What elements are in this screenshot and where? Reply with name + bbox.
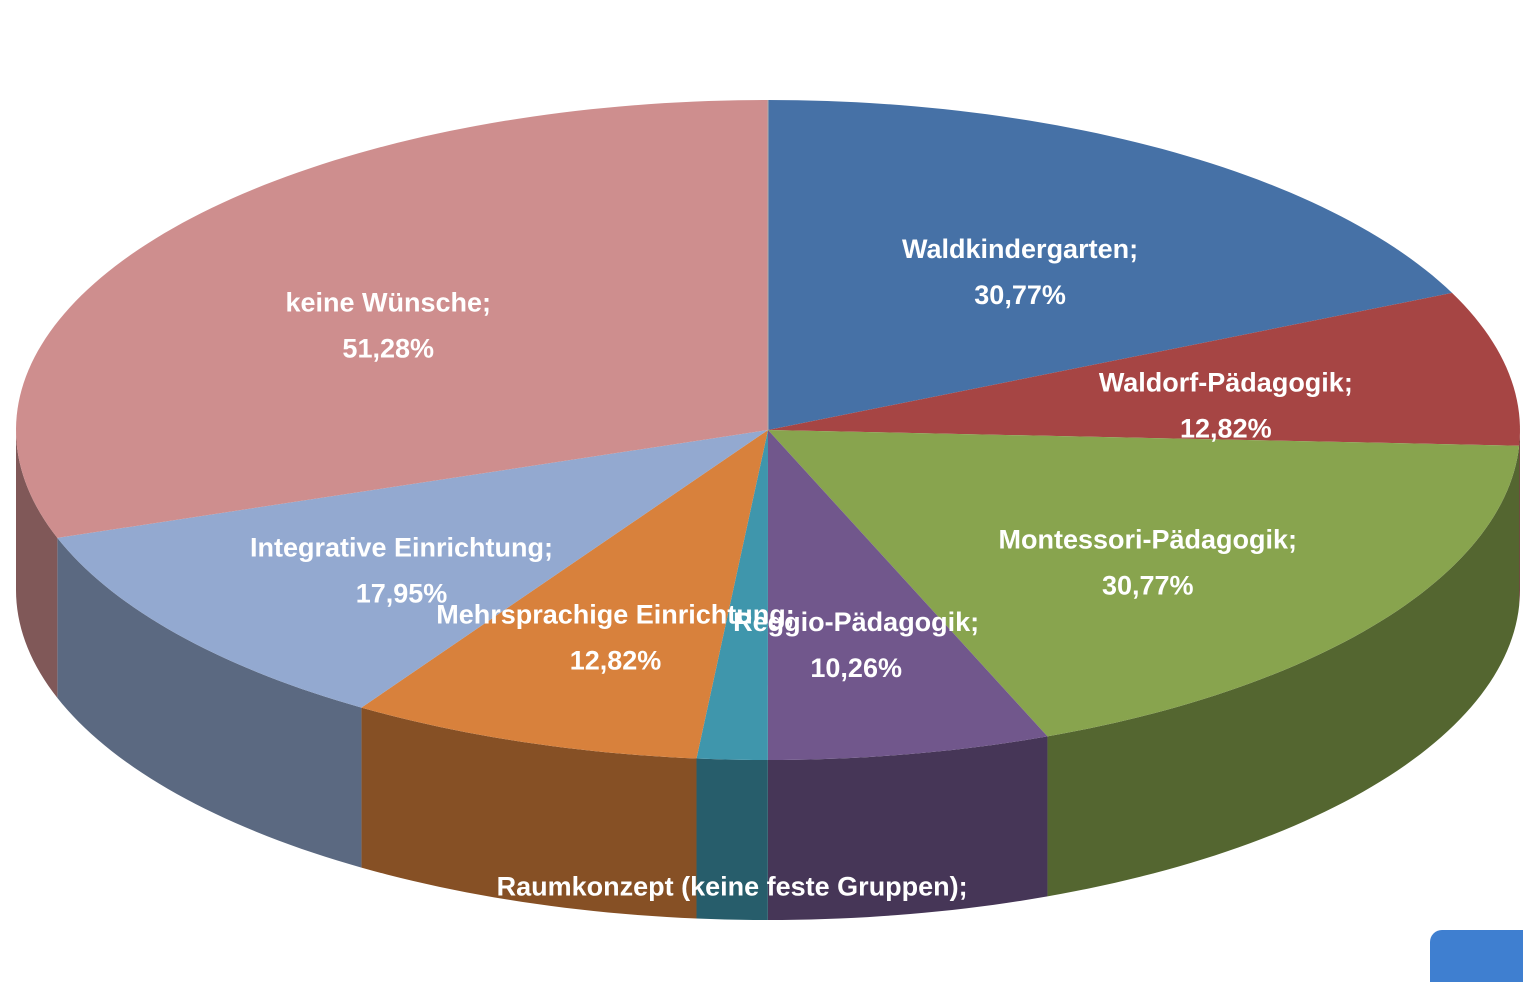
label-value: 2,56%	[694, 918, 771, 948]
slice-top	[768, 430, 1520, 737]
button-fragment[interactable]	[1430, 930, 1523, 982]
data-label: Waldkindergarten; 30,77%	[902, 234, 1138, 310]
label-category: Waldkindergarten;	[902, 234, 1138, 264]
label-value: 12,82%	[570, 645, 662, 675]
slice-top	[57, 430, 769, 708]
data-label: Raumkonzept (keine feste Gruppen); 2,56%	[497, 872, 968, 948]
label-value: 30,77%	[1102, 571, 1194, 601]
label-category: Reggio-Pädagogik;	[733, 607, 979, 637]
label-value: 10,26%	[810, 653, 902, 683]
slice-top	[696, 430, 768, 760]
data-label: Reggio-Pädagogik; 10,26%	[733, 607, 979, 683]
slice-side	[361, 707, 697, 919]
data-label: Montessori-Pädagogik; 30,77%	[999, 525, 1298, 601]
label-category: Waldorf-Pädagogik;	[1099, 367, 1353, 397]
label-category: Raumkonzept (keine feste Gruppen);	[497, 872, 968, 902]
label-category: sonstige pädagogische Ausrichtung;	[531, 6, 1006, 36]
slice-top	[767, 430, 1048, 760]
slice-side	[1047, 445, 1520, 897]
label-value: 30,77%	[974, 280, 1066, 310]
label-category: keine Wünsche;	[285, 287, 491, 317]
data-label: keine Wünsche; 51,28%	[285, 287, 491, 363]
slice-side	[57, 537, 362, 868]
label-value: 0,00%	[730, 52, 807, 82]
slice-side	[16, 430, 58, 698]
slice-top	[361, 430, 768, 759]
data-label: Waldorf-Pädagogik; 12,82%	[1099, 367, 1353, 443]
label-value: 51,28%	[342, 333, 434, 363]
data-label: Integrative Einrichtung; 17,95%	[250, 532, 553, 608]
slice-side	[767, 736, 1048, 920]
label-value: 12,82%	[1180, 413, 1272, 443]
slice-top	[768, 292, 1520, 446]
data-label: Mehrsprachige Einrichtung; 12,82%	[436, 599, 795, 675]
label-category: Integrative Einrichtung;	[250, 532, 553, 562]
slice-side	[696, 758, 768, 920]
slice-top	[768, 100, 1453, 430]
slice-side	[1519, 430, 1520, 606]
slice-top	[16, 100, 768, 538]
label-value: 17,95%	[356, 578, 448, 608]
label-category: Mehrsprachige Einrichtung;	[436, 599, 795, 629]
data-label: sonstige pädagogische Ausrichtung; 0,00%	[531, 6, 1006, 82]
label-category: Montessori-Pädagogik;	[999, 525, 1298, 555]
